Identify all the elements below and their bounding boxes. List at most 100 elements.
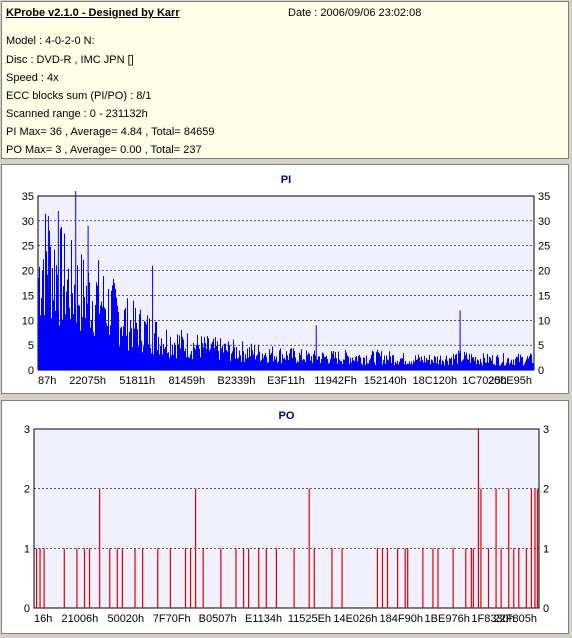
pi-bar <box>183 339 184 370</box>
pi-bar <box>330 359 331 370</box>
pi-bar <box>500 365 501 370</box>
pi-bar <box>389 351 390 370</box>
pi-bar <box>396 363 397 370</box>
pi-bar <box>129 331 130 370</box>
pi-bar <box>525 361 526 370</box>
pi-bar <box>452 364 453 370</box>
pi-bar <box>374 362 375 370</box>
pi-bar <box>523 365 524 370</box>
pi-bar <box>232 351 233 370</box>
pi-bar <box>446 355 447 370</box>
pi-bar <box>133 300 134 370</box>
pi-bar <box>410 364 411 370</box>
pi-bar <box>463 359 464 370</box>
pi-bars <box>38 191 534 370</box>
x-tick-label: 152140h <box>364 375 407 387</box>
y-tick-label-left: 1 <box>24 543 30 555</box>
pi-bar <box>149 318 150 370</box>
pi-bar <box>392 355 393 370</box>
pi-bar <box>355 356 356 370</box>
x-tick-label: 1BE976h <box>425 613 470 625</box>
pi-bar <box>433 362 434 370</box>
pi-bar <box>363 357 364 370</box>
model-line: Model : 4-0-2-0 N: <box>6 35 95 47</box>
y-tick-label-right: 0 <box>538 365 544 377</box>
po-stats-line: PO Max= 3 , Average= 0.00 , Total= 237 <box>6 144 202 156</box>
pi-bar <box>387 359 388 370</box>
pi-bar <box>262 353 263 370</box>
x-tick-label: 87h <box>38 375 56 387</box>
pi-peak-bar <box>87 225 89 370</box>
pi-bar <box>174 342 175 370</box>
pi-bar <box>224 344 225 370</box>
x-tick-label: 50020h <box>107 613 144 625</box>
pi-bar <box>408 363 409 370</box>
pi-bar <box>111 290 112 370</box>
x-tick-label: 11942Fh <box>314 375 357 387</box>
pi-bar <box>441 364 442 370</box>
pi-bar <box>278 361 279 370</box>
pi-bar <box>169 357 170 370</box>
x-tick-label: 16h <box>34 613 52 625</box>
pi-bar <box>347 355 348 370</box>
pi-bar <box>171 355 172 370</box>
pi-bar <box>283 358 284 370</box>
pi-bar <box>476 364 477 370</box>
pi-bar <box>256 355 257 370</box>
pi-stats-line: PI Max= 36 , Average= 4.84 , Total= 8465… <box>6 126 215 138</box>
pi-bar <box>141 340 142 370</box>
pi-bar <box>253 354 254 370</box>
pi-bar <box>185 348 186 370</box>
pi-bar <box>321 358 322 370</box>
pi-bar <box>353 360 354 370</box>
pi-bar <box>334 358 335 370</box>
x-tick-label: 7F70Fh <box>153 613 191 625</box>
pi-bar <box>364 357 365 370</box>
pi-bar <box>178 344 179 370</box>
pi-bar <box>286 351 287 370</box>
x-tick-label: 22075h <box>69 375 106 387</box>
y-tick-label-left: 30 <box>22 216 34 228</box>
pi-bar <box>512 364 513 370</box>
pi-bar <box>444 365 445 370</box>
pi-bar <box>191 351 192 370</box>
pi-bar <box>349 363 350 370</box>
ecc-line: ECC blocks sum (PI/PO) : 8/1 <box>6 90 152 102</box>
pi-bar <box>519 361 520 370</box>
pi-bar <box>335 351 336 370</box>
pi-bar <box>310 360 311 370</box>
pi-bar <box>245 354 246 370</box>
pi-bar <box>521 357 522 370</box>
x-tick-label: B0507h <box>199 613 237 625</box>
pi-bar <box>64 233 65 370</box>
pi-bar <box>85 318 86 370</box>
pi-bar <box>284 357 285 370</box>
pi-bar <box>526 359 527 370</box>
pi-bar <box>306 350 307 370</box>
pi-bar <box>336 358 337 370</box>
pi-bar <box>416 359 417 370</box>
pi-bar <box>181 329 182 370</box>
pi-bar <box>450 358 451 370</box>
pi-bar <box>421 356 422 370</box>
pi-bar <box>407 363 408 370</box>
pi-bar <box>412 364 413 370</box>
pi-bar <box>317 359 318 370</box>
pi-bar <box>173 354 174 370</box>
pi-bar <box>246 358 247 370</box>
pi-bar <box>244 361 245 370</box>
po-chart-panel: PO 0 0 1 1 2 2 3 3 16h 21006h 50020h 7F70Fh B0507h E11… <box>1 400 569 634</box>
pi-bar <box>233 339 234 370</box>
pi-bar <box>388 360 389 370</box>
y-tick-label-left: 20 <box>22 266 34 278</box>
pi-bar <box>91 320 92 370</box>
pi-bar <box>382 364 383 370</box>
pi-bar <box>251 343 252 370</box>
pi-bar <box>275 359 276 370</box>
pi-bar <box>475 356 476 370</box>
pi-peak-bar <box>459 310 461 370</box>
pi-bar <box>502 361 503 370</box>
pi-bar <box>506 362 507 370</box>
pi-bar <box>38 278 39 370</box>
pi-bar <box>344 359 345 370</box>
